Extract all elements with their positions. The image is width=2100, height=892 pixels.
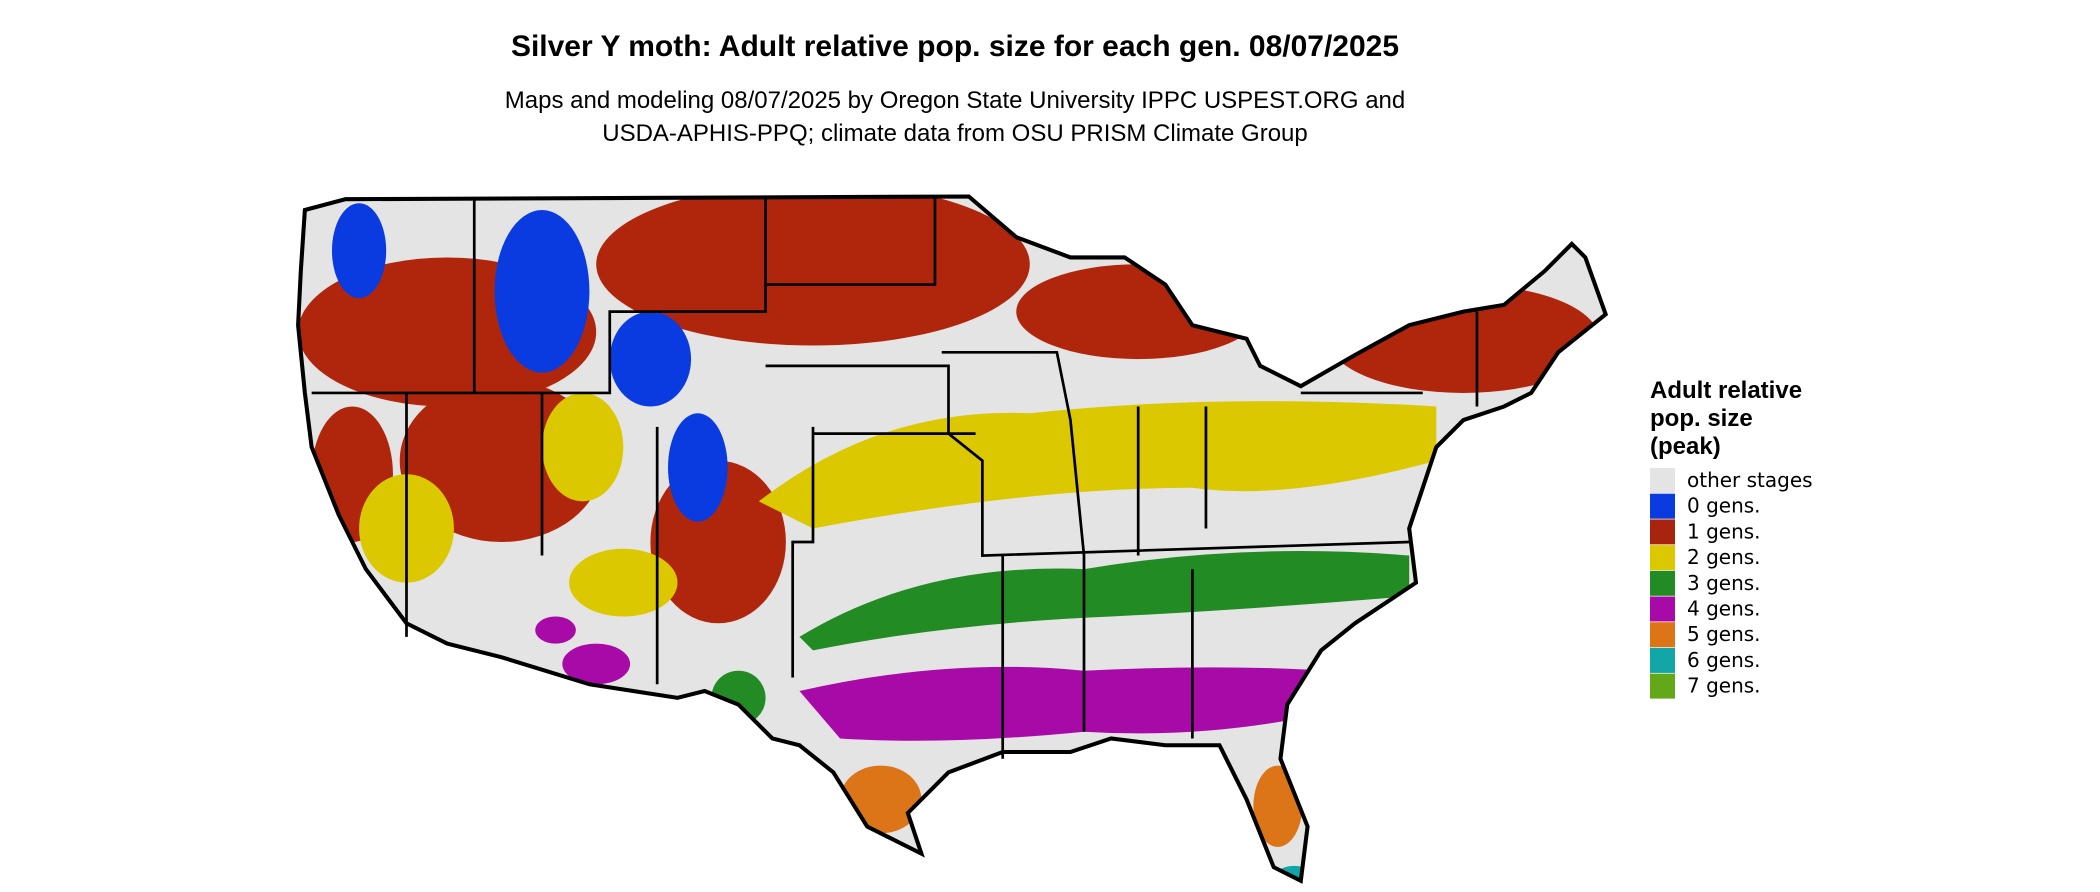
legend-label: 6 gens. bbox=[1687, 648, 1761, 672]
subtitle: Maps and modeling 08/07/2025 by Oregon S… bbox=[505, 87, 1405, 114]
legend-swatch bbox=[1650, 519, 1675, 545]
gen6-areas bbox=[1277, 865, 1311, 881]
legend-label: 3 gens. bbox=[1687, 571, 1761, 595]
legend-swatch bbox=[1650, 570, 1675, 596]
gen4-areas bbox=[535, 616, 1328, 741]
subtitle: USDA-APHIS-PPQ; climate data from OSU PR… bbox=[602, 120, 1308, 147]
legend-title: (peak) bbox=[1650, 433, 1721, 460]
legend-label: 2 gens. bbox=[1687, 545, 1761, 569]
legend-label: 5 gens. bbox=[1687, 622, 1761, 646]
legend-label: 0 gens. bbox=[1687, 494, 1761, 518]
legend-label: 4 gens. bbox=[1687, 597, 1761, 621]
state-borders bbox=[311, 196, 1479, 759]
map bbox=[271, 176, 1626, 892]
legend-label: 1 gens. bbox=[1687, 519, 1761, 543]
legend-swatch bbox=[1650, 596, 1675, 622]
title: Silver Y moth: Adult relative pop. size … bbox=[511, 30, 1399, 63]
legend-title: pop. size bbox=[1650, 405, 1753, 432]
legend-swatch bbox=[1650, 647, 1675, 673]
gen0-areas bbox=[331, 203, 728, 522]
legend-swatch bbox=[1650, 622, 1675, 648]
legend-swatch bbox=[1650, 493, 1675, 519]
legend-swatch bbox=[1650, 468, 1675, 493]
legend-label: 7 gens. bbox=[1687, 674, 1761, 698]
legend-title: Adult relative bbox=[1650, 377, 1802, 404]
legend-swatch bbox=[1650, 545, 1675, 571]
legend-label: other stages bbox=[1687, 468, 1813, 492]
legend-swatch bbox=[1650, 673, 1675, 699]
